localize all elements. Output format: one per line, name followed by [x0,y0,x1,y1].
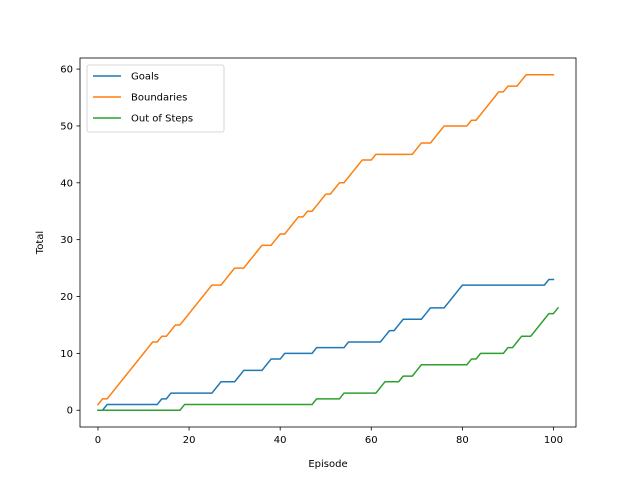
x-axis-label: Episode [308,459,347,470]
legend-label-0: Goals [131,72,159,83]
y-tick-label: 40 [60,178,73,189]
x-axis-ticks: 0 20 40 60 80 100 [95,427,563,446]
y-tick-label: 0 [67,406,73,417]
legend-label-1: Boundaries [131,93,187,104]
x-tick-label: 0 [95,435,101,446]
y-tick-label: 30 [60,235,73,246]
y-tick-label: 60 [60,65,73,76]
axes-layer [79,57,577,428]
y-axis-label: Total [35,231,46,255]
series-line-1 [96,74,555,406]
y-tick-label: 50 [60,121,73,132]
y-tick-label: 20 [60,292,73,303]
series-line-2 [97,306,560,411]
x-tick-label: 80 [456,435,469,446]
plot-frame [79,57,577,428]
y-axis-ticks: 0 10 20 30 40 50 60 [60,65,80,417]
y-tick-label: 10 [60,349,73,360]
x-tick-label: 40 [274,435,287,446]
x-tick-label: 100 [544,435,563,446]
series-layer [96,74,560,411]
series-line-0 [97,278,555,411]
legend-frame [86,64,225,133]
x-tick-label: 60 [365,435,378,446]
x-tick-label: 20 [183,435,196,446]
legend-label-2: Out of Steps [131,114,193,125]
legend: Goals Boundaries Out of Steps [86,64,225,133]
